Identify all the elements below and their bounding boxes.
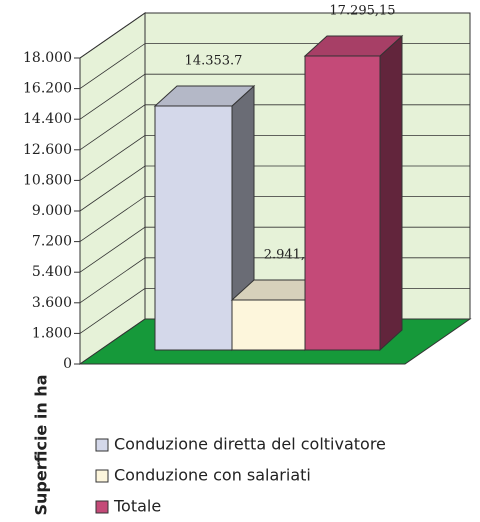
y-axis-label: Superficie in ha — [32, 375, 51, 516]
legend-label: Conduzione con salariati — [114, 466, 311, 485]
bar — [304, 55, 381, 351]
value-label: 2.941,5 — [264, 247, 314, 262]
bar-side — [379, 34, 403, 352]
value-label: 14.353.7 — [185, 53, 243, 68]
y-tick-label: 0 — [63, 356, 72, 372]
y-tick-label: 14.400 — [23, 111, 72, 127]
y-tick-label: 5.400 — [32, 264, 72, 280]
y-tick-label: 7.200 — [32, 234, 72, 250]
legend-swatch — [95, 500, 109, 514]
y-tick-label: 18.000 — [23, 50, 72, 66]
y-tick-label: 16.200 — [23, 81, 72, 97]
legend-label: Totale — [113, 497, 161, 516]
y-tick-label: 12.600 — [23, 142, 72, 158]
legend-swatch — [95, 469, 109, 483]
legend-swatch — [95, 438, 109, 452]
y-tick-label: 3.600 — [32, 295, 72, 311]
value-label: 17.295,15 — [329, 3, 395, 18]
y-tick-label: 1.800 — [32, 325, 72, 341]
bar — [154, 105, 233, 351]
grid-line — [79, 12, 470, 59]
y-tick-label: 9.000 — [32, 203, 72, 219]
y-tick-label: 10.800 — [23, 172, 72, 188]
legend-label: Conduzione diretta del coltivatore — [114, 435, 386, 454]
bar — [231, 299, 306, 351]
